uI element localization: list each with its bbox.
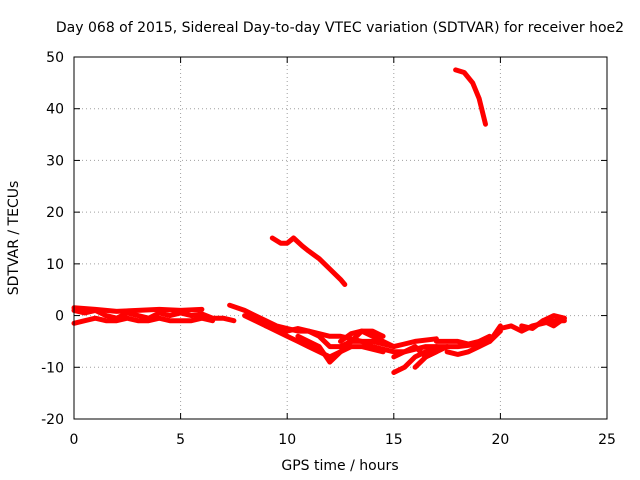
- series-arc-12: [444, 328, 503, 357]
- y-tick-label: 40: [46, 102, 64, 118]
- series-arc-1: [71, 307, 237, 324]
- series-arc-6: [263, 323, 386, 360]
- y-axis-label: SDTVAR / TECUs: [6, 181, 22, 296]
- y-tick-label: -20: [41, 412, 64, 428]
- x-tick-label: 20: [491, 432, 509, 448]
- series-arc-8: [338, 328, 397, 350]
- x-tick-label: 15: [385, 432, 403, 448]
- series-arc-2: [71, 315, 216, 326]
- series-arc-7: [295, 328, 386, 365]
- x-axis-label: GPS time / hours: [281, 458, 398, 474]
- series-arc-13: [433, 333, 493, 347]
- y-tick-label: 30: [46, 153, 64, 169]
- chart-title: Day 068 of 2015, Sidereal Day-to-day VTE…: [56, 20, 624, 36]
- y-tick-label: 50: [46, 50, 64, 66]
- x-axis: 0 5 10 15 20 25: [70, 57, 616, 448]
- y-tick-label: 20: [46, 205, 64, 221]
- series-arc-5: [242, 313, 439, 350]
- x-tick-label: 5: [176, 432, 185, 448]
- data-series: [71, 67, 567, 375]
- x-tick-label: 0: [70, 432, 79, 448]
- series-arc-10: [391, 344, 450, 375]
- y-axis: -20 -10 0 10 20 30 40 50: [41, 50, 607, 428]
- x-tick-label: 25: [598, 432, 616, 448]
- series-arc-17: [269, 235, 348, 287]
- series-arc-16: [540, 313, 567, 324]
- plot-frame: [73, 56, 608, 420]
- series-arc-3: [71, 305, 205, 314]
- y-tick-label: 10: [46, 257, 64, 273]
- y-tick-label: 0: [55, 309, 64, 325]
- series-arc-18: [453, 67, 488, 127]
- grid: [74, 57, 607, 419]
- y-tick-label: -10: [41, 360, 64, 376]
- x-tick-label: 10: [278, 432, 296, 448]
